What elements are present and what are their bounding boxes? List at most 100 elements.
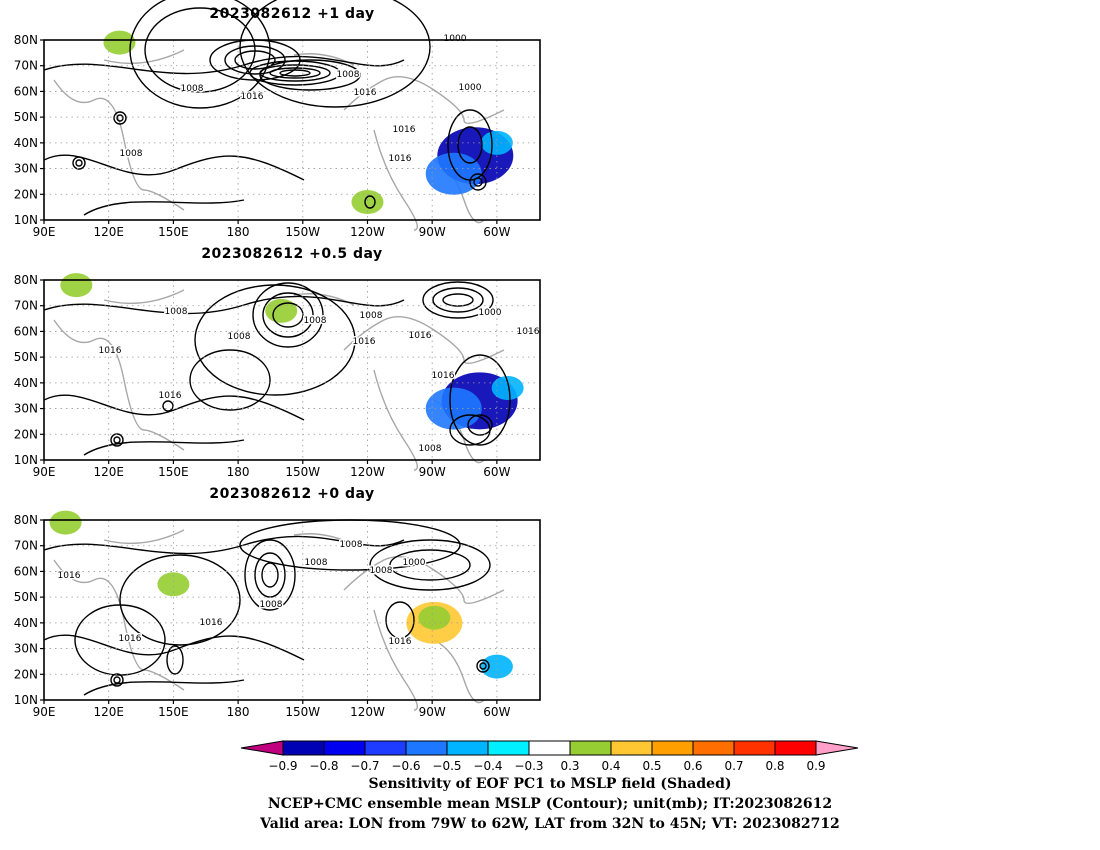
- contour-label: 1016: [354, 88, 377, 98]
- contour-label: 1016: [119, 634, 142, 644]
- shaded-region: [491, 376, 524, 400]
- shaded-region: [480, 654, 513, 679]
- contour-label: 1008: [370, 566, 393, 576]
- x-tick-label: 180: [227, 705, 250, 719]
- contour-label: 1008: [360, 311, 383, 321]
- shaded-region: [425, 387, 482, 430]
- panel-title: 2023082612 +0.5 day: [201, 246, 383, 262]
- y-tick-label: 50N: [14, 350, 38, 364]
- shaded-region: [418, 605, 451, 630]
- y-tick-label: 30N: [14, 162, 38, 176]
- contour-label: 1008: [340, 540, 363, 550]
- x-tick-label: 120E: [93, 465, 124, 479]
- y-tick-label: 60N: [14, 324, 38, 338]
- contour-label: 1016: [517, 327, 540, 337]
- shaded-region: [103, 30, 136, 55]
- contour-label: 1008: [304, 316, 327, 326]
- contour-label: 1016: [241, 92, 264, 102]
- shaded-region: [49, 510, 82, 535]
- y-tick-label: 40N: [14, 136, 38, 150]
- shaded-region: [265, 298, 298, 323]
- contour-label: 1016: [432, 371, 455, 381]
- colorbar-swatch: [651, 740, 694, 756]
- contour-label: 1008: [120, 149, 143, 159]
- colorbar-label: −0.8: [309, 759, 338, 773]
- colorbar-swatch: [815, 740, 859, 756]
- colorbar-swatch: [610, 740, 653, 756]
- y-tick-label: 80N: [14, 33, 38, 47]
- x-tick-label: 90W: [419, 225, 446, 239]
- colorbar-swatch: [364, 740, 407, 756]
- colorbar-label: −0.5: [432, 759, 461, 773]
- contour-label: 1016: [99, 346, 122, 356]
- y-tick-label: 20N: [14, 427, 38, 441]
- caption-valid-area: Valid area: LON from 79W to 62W, LAT fro…: [260, 816, 840, 832]
- colorbar-swatch: [405, 740, 448, 756]
- colorbar-label: 0.8: [765, 759, 784, 773]
- x-tick-label: 150E: [158, 705, 189, 719]
- colorbar-swatch: [692, 740, 735, 756]
- y-tick-label: 30N: [14, 642, 38, 656]
- x-tick-label: 60W: [483, 705, 510, 719]
- x-tick-label: 150E: [158, 465, 189, 479]
- caption-contour: NCEP+CMC ensemble mean MSLP (Contour); u…: [267, 796, 833, 812]
- y-tick-label: 80N: [14, 513, 38, 527]
- x-tick-label: 180: [227, 225, 250, 239]
- y-tick-label: 20N: [14, 187, 38, 201]
- contour-label: 1008: [305, 558, 328, 568]
- x-tick-label: 150E: [158, 225, 189, 239]
- colorbar-label: −0.4: [473, 759, 502, 773]
- colorbar-label: −0.3: [514, 759, 543, 773]
- panel-plus0.5-day: 2023082612 +0.5 day 1000 1008 1008 1008 1008…: [0, 240, 560, 480]
- x-tick-label: 90E: [33, 465, 56, 479]
- x-tick-label: 90E: [33, 705, 56, 719]
- contour-label: 1008: [165, 307, 188, 317]
- shaded-region: [480, 130, 513, 155]
- colorbar-swatch: [487, 740, 530, 756]
- x-tick-label: 60W: [483, 225, 510, 239]
- colorbar-label: 0.4: [601, 759, 620, 773]
- contour-label: 1016: [353, 337, 376, 347]
- x-tick-label: 90W: [419, 705, 446, 719]
- colorbar-swatch: [240, 740, 284, 756]
- x-tick-label: 150W: [285, 465, 320, 479]
- colorbar-swatch: [569, 740, 612, 756]
- contour-label: 1016: [393, 125, 416, 135]
- panel-title: 2023082612 +0 day: [209, 486, 375, 502]
- colorbar-label: 0.6: [683, 759, 702, 773]
- y-tick-label: 60N: [14, 564, 38, 578]
- x-tick-label: 60W: [483, 465, 510, 479]
- colorbar-label: −0.9: [268, 759, 297, 773]
- contour-label: 1008: [337, 70, 360, 80]
- colorbar-swatch: [323, 740, 366, 756]
- colorbar-label: 0.7: [724, 759, 743, 773]
- y-tick-label: 70N: [14, 59, 38, 73]
- map-plus0.5-day: 1000 1008 1008 1008 1008 1016 1016 1016 1016 1016…: [14, 273, 541, 479]
- y-tick-label: 30N: [14, 402, 38, 416]
- x-tick-label: 90W: [419, 465, 446, 479]
- contour-label: 1008: [419, 444, 442, 454]
- contour-label: 1008: [260, 600, 283, 610]
- x-tick-label: 120E: [93, 705, 124, 719]
- panel-plus1-day: 2023082612 +1 day 1000 1000 1008 1008 1008 10…: [0, 0, 560, 240]
- x-tick-label: 150W: [285, 225, 320, 239]
- contour-label: 1016: [58, 571, 81, 581]
- colorbar-swatch: [733, 740, 776, 756]
- contour-label: 1000: [479, 308, 502, 318]
- colorbar-label: −0.6: [391, 759, 420, 773]
- contour-label: 1016: [409, 331, 432, 341]
- contour-label: 1016: [159, 391, 182, 401]
- x-tick-label: 90E: [33, 225, 56, 239]
- contour-label: 1008: [181, 84, 204, 94]
- shaded-region: [157, 572, 190, 597]
- x-tick-label: 120W: [350, 225, 385, 239]
- y-tick-label: 60N: [14, 84, 38, 98]
- x-tick-label: 120E: [93, 225, 124, 239]
- y-tick-label: 50N: [14, 110, 38, 124]
- y-tick-label: 20N: [14, 667, 38, 681]
- contour-label: 1000: [403, 558, 426, 568]
- y-tick-label: 10N: [14, 213, 38, 227]
- shaded-region: [351, 190, 384, 214]
